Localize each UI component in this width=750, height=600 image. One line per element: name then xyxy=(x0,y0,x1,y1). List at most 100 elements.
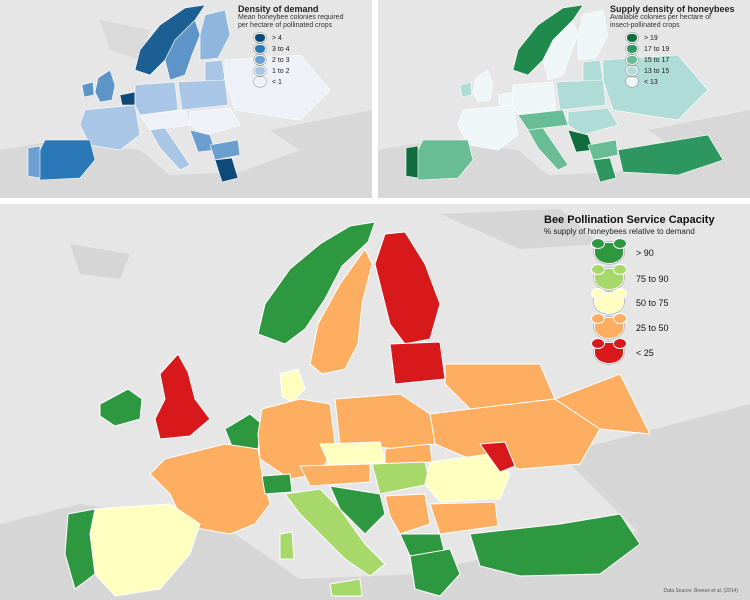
supply-legend-title: Supply density of honeybees xyxy=(610,4,735,14)
country-ireland xyxy=(99,388,143,427)
country-uk xyxy=(472,69,494,103)
country-finland xyxy=(577,9,609,61)
capacity-legend-item-3: 50 to 75 xyxy=(591,288,669,314)
country-turkey xyxy=(469,513,641,577)
country-baltics xyxy=(582,59,604,83)
country-ireland xyxy=(81,81,95,98)
arctic-land xyxy=(440,209,600,249)
bee-icon xyxy=(626,33,638,43)
bee-icon xyxy=(591,338,627,364)
country-sardinia xyxy=(279,531,295,560)
pollination-capacity-map: Bee Pollination Service Capacity % suppl… xyxy=(0,204,750,600)
supply-legend-item-5: < 13 xyxy=(626,77,658,87)
demand-map-graphic xyxy=(0,0,372,198)
capacity-legend-item-1: > 90 xyxy=(591,238,654,264)
country-norway xyxy=(134,4,206,76)
bee-icon xyxy=(626,44,638,54)
bee-icon xyxy=(591,288,627,314)
bee-icon xyxy=(254,33,266,43)
bee-icon xyxy=(626,77,638,87)
bee-icon xyxy=(591,238,627,264)
country-baltics xyxy=(389,341,446,385)
country-sweden xyxy=(309,248,373,375)
capacity-map-graphic xyxy=(0,204,750,600)
country-portugal xyxy=(405,145,419,179)
demand-legend-subtitle-1: Mean honeybee colonies required xyxy=(238,14,344,21)
country-austria xyxy=(299,463,371,487)
middle-east-land xyxy=(648,110,750,150)
country-poland xyxy=(555,79,607,111)
country-portugal xyxy=(27,145,41,179)
bee-icon xyxy=(254,55,266,65)
country-sicily xyxy=(329,578,363,597)
country-croatia xyxy=(329,485,386,535)
supply-legend-item-1: > 19 xyxy=(626,33,658,43)
country-ireland xyxy=(459,81,473,98)
country-switzerland xyxy=(261,473,293,495)
capacity-legend-item-2: 75 to 90 xyxy=(591,264,669,290)
supply-density-map: Supply density of honeybees Available co… xyxy=(378,0,750,198)
supply-legend-item-3: 15 to 17 xyxy=(626,55,669,65)
sea-shade xyxy=(100,20,150,60)
demand-legend-title: Density of demand xyxy=(238,4,319,14)
country-italy xyxy=(284,488,386,577)
country-hungary-romania xyxy=(189,107,241,136)
supply-legend-item-4: 13 to 15 xyxy=(626,66,669,76)
country-ukraine xyxy=(429,398,601,470)
country-baltics xyxy=(204,59,226,83)
demand-density-map: Density of demand Mean honeybee colonies… xyxy=(0,0,372,198)
country-greece xyxy=(214,157,239,183)
capacity-legend-item-4: 25 to 50 xyxy=(591,313,669,339)
demand-legend-item-4: 1 to 2 xyxy=(254,66,290,76)
bee-icon xyxy=(591,264,627,290)
supply-map-graphic xyxy=(378,0,750,198)
country-russia-west xyxy=(553,373,651,435)
capacity-legend-item-5: < 25 xyxy=(591,338,654,364)
country-sweden xyxy=(542,19,579,81)
country-bulgaria xyxy=(587,139,619,161)
demand-legend-item-5: < 1 xyxy=(254,77,282,87)
country-serbia xyxy=(384,493,431,535)
country-hungary-romania xyxy=(567,107,619,136)
country-greece xyxy=(409,548,461,597)
country-czech xyxy=(319,441,386,467)
supply-legend-item-2: 17 to 19 xyxy=(626,44,669,54)
country-poland xyxy=(177,79,229,111)
country-greece xyxy=(592,157,617,183)
country-germany xyxy=(512,81,557,116)
bee-icon xyxy=(254,77,266,87)
bee-icon xyxy=(626,66,638,76)
country-italy xyxy=(149,127,191,171)
supply-legend-subtitle-2: insect-pollinated crops xyxy=(610,22,680,29)
bee-icon xyxy=(254,66,266,76)
demand-legend-item-1: > 4 xyxy=(254,33,282,43)
bee-icon xyxy=(591,313,627,339)
data-source-credit: Data Source: Breeze et al. (2014) xyxy=(663,588,739,594)
country-germany xyxy=(134,81,179,116)
bee-icon xyxy=(254,44,266,54)
country-france xyxy=(457,104,519,151)
middle-east-land xyxy=(560,404,750,534)
country-denmark xyxy=(279,368,306,403)
country-bulgaria xyxy=(209,139,241,161)
country-france xyxy=(79,104,141,151)
capacity-legend-subtitle: % supply of honeybees relative to demand xyxy=(544,227,695,236)
iceland-land xyxy=(70,244,130,279)
country-finland xyxy=(374,231,441,345)
capacity-legend-title: Bee Pollination Service Capacity xyxy=(544,214,715,226)
country-norway xyxy=(512,4,584,76)
bee-icon xyxy=(626,55,638,65)
country-uk xyxy=(154,353,211,440)
country-uk xyxy=(94,69,116,103)
middle-east-land xyxy=(270,110,372,150)
country-italy xyxy=(527,127,569,171)
country-portugal xyxy=(64,508,96,590)
country-finland xyxy=(199,9,231,61)
country-bulgaria xyxy=(429,501,499,535)
demand-legend-item-2: 3 to 4 xyxy=(254,44,290,54)
country-turkey xyxy=(617,134,724,176)
supply-legend-subtitle-1: Available colonies per hectare of xyxy=(610,14,712,21)
demand-legend-subtitle-2: per hectare of pollinated crops xyxy=(238,22,333,29)
demand-legend-item-3: 2 to 3 xyxy=(254,55,290,65)
country-sweden xyxy=(164,19,201,81)
